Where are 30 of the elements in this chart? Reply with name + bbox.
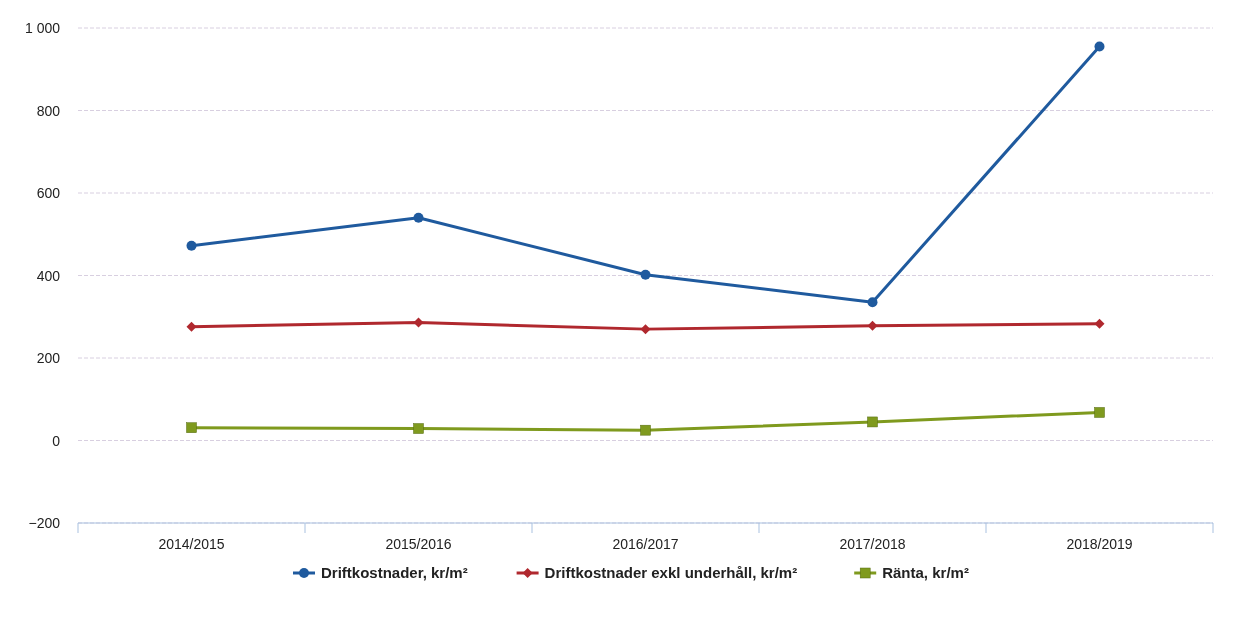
point <box>186 422 197 433</box>
point <box>867 416 878 428</box>
legend-label: Driftkostnader, kr/m² <box>321 564 468 581</box>
y-tick-label: 1 000 <box>24 20 61 36</box>
x-tick-label: 2018/2019 <box>1066 536 1133 552</box>
point <box>186 321 197 332</box>
point <box>640 424 651 436</box>
point <box>867 297 878 308</box>
x-tick-label: 2016/2017 <box>612 536 679 552</box>
x-tick-label: 2014/2015 <box>158 536 225 552</box>
point <box>413 212 424 223</box>
point <box>640 269 651 280</box>
y-tick-label: 200 <box>36 350 61 366</box>
point <box>1094 318 1105 329</box>
point <box>1094 41 1105 52</box>
point <box>186 240 197 251</box>
y-tick-label: −200 <box>28 515 61 531</box>
point <box>867 320 878 331</box>
y-tick-label: 400 <box>36 267 61 284</box>
y-tick-label: 800 <box>36 102 61 119</box>
x-tick-label: 2017/2018 <box>839 536 906 552</box>
point <box>413 423 424 434</box>
x-tick-label: 2015/2016 <box>385 536 452 552</box>
legend-label: Driftkostnader exkl underhåll, kr/m² <box>544 564 798 581</box>
y-tick-label: 600 <box>36 185 61 201</box>
point <box>1094 407 1105 418</box>
point <box>413 317 424 328</box>
legend-label: Ränta, kr/m² <box>882 564 969 581</box>
point <box>640 324 651 335</box>
y-tick-label: 0 <box>52 432 61 449</box>
